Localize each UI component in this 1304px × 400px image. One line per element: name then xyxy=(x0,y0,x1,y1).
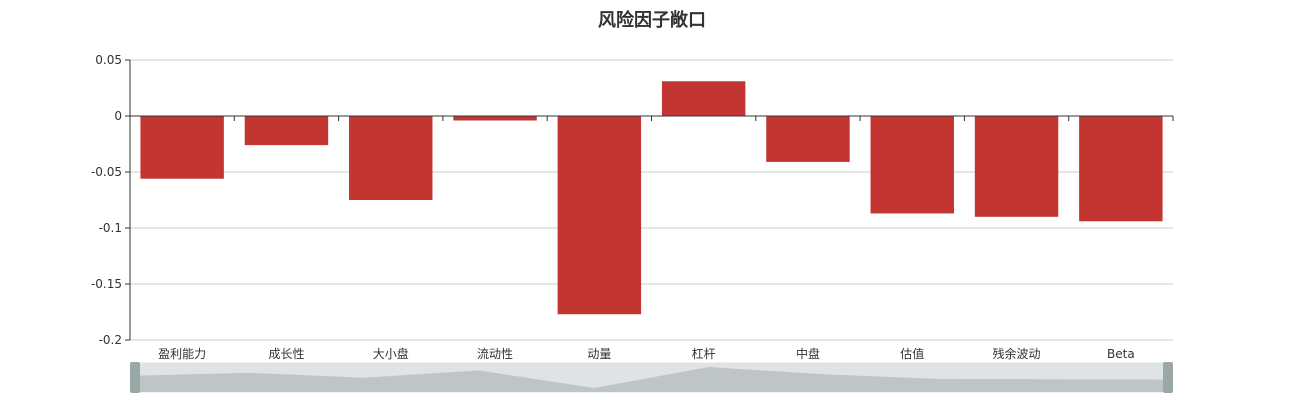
x-tick-label: 流动性 xyxy=(477,347,513,361)
bar-8[interactable] xyxy=(974,116,1059,217)
zoom-slider-left-handle[interactable] xyxy=(130,362,140,393)
x-tick-label: 估值 xyxy=(900,346,924,361)
bar-1[interactable] xyxy=(244,116,329,146)
bar-9[interactable] xyxy=(1079,116,1163,222)
chart-title: 风险因子敞口 xyxy=(598,10,706,31)
bar-5[interactable] xyxy=(661,81,746,116)
x-tick-label: 大小盘 xyxy=(373,346,409,361)
x-tick-label: 中盘 xyxy=(796,346,820,361)
bar-4[interactable] xyxy=(557,116,642,315)
y-tick-label: 0 xyxy=(114,109,122,123)
x-tick-label: 残余波动 xyxy=(993,346,1041,361)
zoom-slider-preview-area xyxy=(135,367,1168,392)
y-tick-label: -0.05 xyxy=(91,165,122,179)
x-tick-label: 盈利能力 xyxy=(158,347,206,361)
x-tick-label: 成长性 xyxy=(268,347,304,361)
y-tick-label: -0.2 xyxy=(99,333,122,347)
bar-0[interactable] xyxy=(140,116,224,179)
x-tick-label: Beta xyxy=(1107,347,1135,361)
bar-2[interactable] xyxy=(349,116,433,200)
zoom-slider-right-handle[interactable] xyxy=(1163,362,1173,393)
bar-6[interactable] xyxy=(766,116,850,162)
x-tick-label: 动量 xyxy=(587,347,611,361)
y-tick-label: -0.15 xyxy=(91,277,122,291)
bar-7[interactable] xyxy=(870,116,954,214)
y-tick-label: 0.05 xyxy=(95,53,122,67)
y-tick-label: -0.1 xyxy=(99,221,122,235)
bar-3[interactable] xyxy=(453,116,537,121)
x-tick-label: 杠杆 xyxy=(692,346,716,361)
